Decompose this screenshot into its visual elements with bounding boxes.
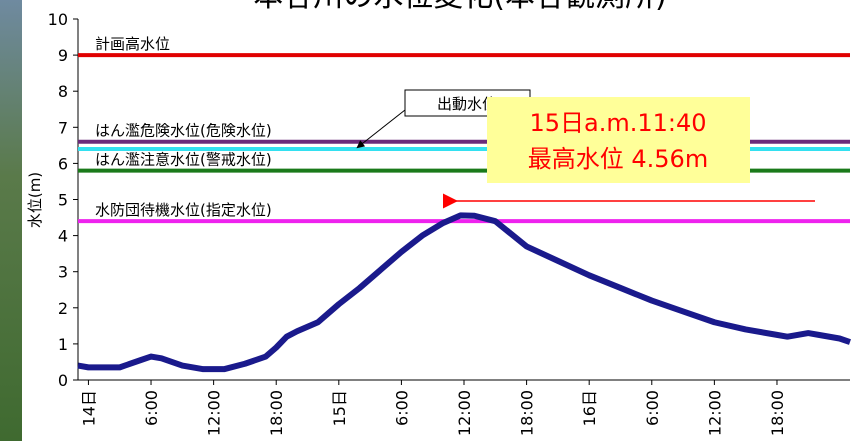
y-tick-label: 4 xyxy=(58,227,68,246)
y-tick-label: 9 xyxy=(58,46,68,65)
annotation-line: 最高水位 4.56m xyxy=(528,145,708,173)
reference-label: はん濫注意水位(警戒水位) xyxy=(95,151,272,169)
x-tick-label: 6:00 xyxy=(392,390,411,426)
x-tick-label: 6:00 xyxy=(643,390,662,426)
y-tick-label: 10 xyxy=(48,10,68,29)
y-tick-label: 5 xyxy=(58,191,68,210)
y-tick-label: 3 xyxy=(58,263,68,282)
x-tick-label: 12:00 xyxy=(455,390,474,436)
photo-strip xyxy=(0,0,22,441)
x-tick-label: 16日 xyxy=(580,390,599,426)
y-tick-label: 1 xyxy=(58,335,68,354)
reference-label: 水防団待機水位(指定水位) xyxy=(95,201,272,219)
y-tick-label: 0 xyxy=(58,371,68,390)
y-axis-label: 水位(m) xyxy=(26,172,44,228)
y-tick-label: 7 xyxy=(58,118,68,137)
y-tick-label: 8 xyxy=(58,82,68,101)
reference-label: はん濫危険水位(危険水位) xyxy=(95,122,272,140)
x-tick-label: 18:00 xyxy=(518,390,537,436)
x-tick-label: 18:00 xyxy=(768,390,787,436)
x-tick-label: 18:00 xyxy=(267,390,286,436)
x-tick-label: 15日 xyxy=(330,390,349,426)
y-tick-label: 6 xyxy=(58,154,68,173)
chart-title: 本谷川の水位変化(本谷観測所) xyxy=(253,0,666,14)
y-tick-label: 2 xyxy=(58,299,68,318)
x-tick-label: 14日 xyxy=(79,390,98,426)
reference-pointer xyxy=(356,109,406,149)
reference-label: 出動水位 xyxy=(437,95,497,113)
data-line xyxy=(77,212,851,373)
x-tick-label: 12:00 xyxy=(705,390,724,436)
x-tick-label: 12:00 xyxy=(205,390,224,436)
annotation-box xyxy=(487,97,750,183)
annotation-line: 15日a.m.11:40 xyxy=(529,109,706,137)
x-tick-label: 6:00 xyxy=(142,390,161,426)
reference-label: 計画高水位 xyxy=(95,35,170,53)
